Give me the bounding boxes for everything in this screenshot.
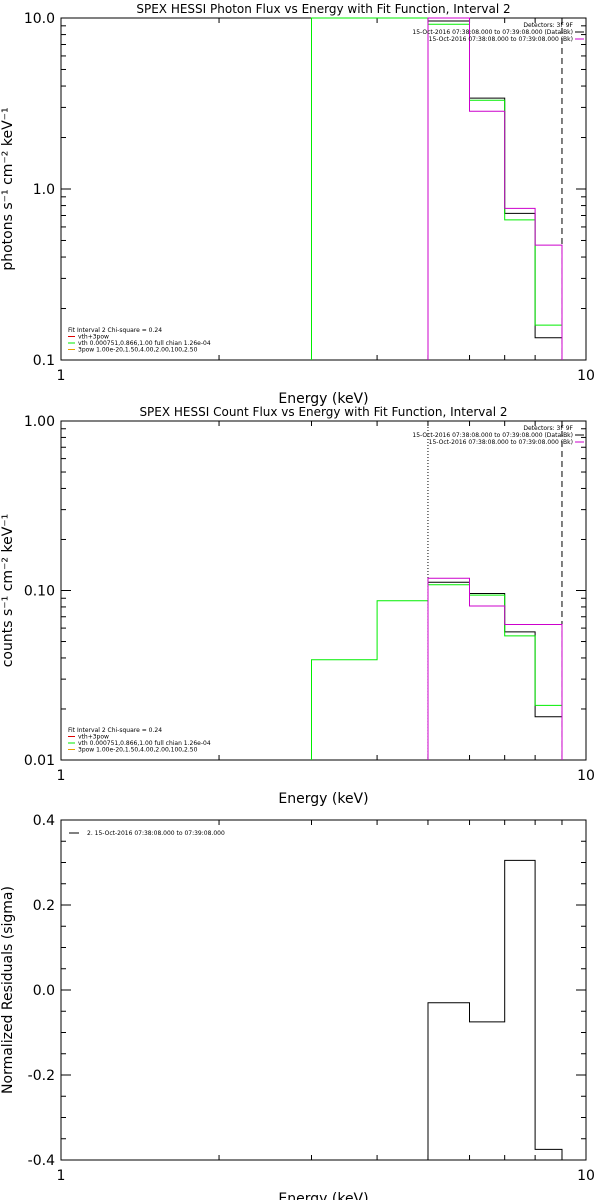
y-tick-label: 0.01 xyxy=(24,753,55,769)
series-green-histogram xyxy=(311,17,563,360)
x-axis-label: Energy (keV) xyxy=(278,791,368,807)
plot-frame xyxy=(60,420,587,761)
x-axis-label: Energy (keV) xyxy=(278,1191,368,1200)
y-tick-label: 0.1 xyxy=(33,353,55,369)
chart-title: SPEX HESSI Photon Flux vs Energy with Fi… xyxy=(136,2,510,16)
fit-legend-line: vth+3pow xyxy=(78,734,109,741)
y-axis-label: counts s⁻¹ cm⁻² keV⁻¹ xyxy=(0,514,16,668)
series-black-histogram xyxy=(427,20,563,360)
plot-frame xyxy=(60,17,587,361)
header-line: Detectors: 3F 9F xyxy=(523,22,573,29)
panel-3: Energy (keV) Normalized Residuals (sigma)… xyxy=(0,813,595,1200)
x-tick-label: 1 xyxy=(57,768,66,784)
y-tick-label: 1.0 xyxy=(33,182,55,198)
series-green-histogram xyxy=(311,584,563,760)
fit-legend-line: 3pow 1.00e-20,1.50,4.00,2.00,100,2.50 xyxy=(78,347,198,354)
header-line: 15-Oct-2016 07:38:08.000 to 07:39:08.000… xyxy=(429,36,573,43)
x-tick-label: 10 xyxy=(577,1168,595,1184)
y-tick-label: 0.0 xyxy=(33,983,55,999)
y-axis-label: Normalized Residuals (sigma) xyxy=(0,886,16,1094)
fit-legend-line: vth 0.000751,0.866,1.00 full chian 1.26e… xyxy=(78,340,211,347)
header-line: 15-Oct-2016 07:38:08.000 to 07:39:08.000… xyxy=(412,29,573,36)
y-axis-label: photons s⁻¹ cm⁻² keV⁻¹ xyxy=(0,107,16,270)
panel-1: SPEX HESSI Photon Flux vs Energy with Fi… xyxy=(0,2,595,407)
y-tick-label: 0.4 xyxy=(33,813,55,829)
fit-legend-line: 3pow 1.00e-20,1.50,4.00,2.00,100,2.50 xyxy=(78,747,198,754)
y-tick-label: -0.2 xyxy=(28,1068,55,1084)
x-axis-label: Energy (keV) xyxy=(278,391,368,407)
x-tick-label: 1 xyxy=(57,1168,66,1184)
header-line: 15-Oct-2016 07:38:08.000 to 07:39:08.000… xyxy=(429,439,573,446)
y-tick-label: 10.0 xyxy=(24,11,55,27)
fit-legend-line: Fit Interval 2 Chi-square = 0.24 xyxy=(68,727,162,734)
residual-legend: 2. 15-Oct-2016 07:38:08.000 to 07:39:08.… xyxy=(87,830,225,837)
fit-legend-line: vth 0.000751,0.866,1.00 full chian 1.26e… xyxy=(78,740,211,747)
chart-title: SPEX HESSI Count Flux vs Energy with Fit… xyxy=(139,405,507,419)
fit-legend-line: vth+3pow xyxy=(78,334,109,341)
header-line: Detectors: 3F 9F xyxy=(523,425,573,432)
y-tick-label: -0.4 xyxy=(28,1153,55,1169)
panel-2: SPEX HESSI Count Flux vs Energy with Fit… xyxy=(0,405,595,807)
y-tick-label: 0.10 xyxy=(24,584,55,600)
x-tick-label: 1 xyxy=(57,368,66,384)
y-tick-label: 1.00 xyxy=(24,414,55,430)
series-black-histogram xyxy=(427,859,563,1160)
x-tick-label: 10 xyxy=(577,768,595,784)
series-magenta-histogram xyxy=(427,577,563,760)
header-line: 15-Oct-2016 07:38:08.000 to 07:39:08.000… xyxy=(412,432,573,439)
fit-legend-line: Fit Interval 2 Chi-square = 0.24 xyxy=(68,327,162,334)
plot-frame xyxy=(60,819,587,1161)
y-tick-label: 0.2 xyxy=(33,898,55,914)
x-tick-label: 10 xyxy=(577,368,595,384)
series-black-histogram xyxy=(427,581,563,760)
series-magenta-histogram xyxy=(427,17,563,360)
